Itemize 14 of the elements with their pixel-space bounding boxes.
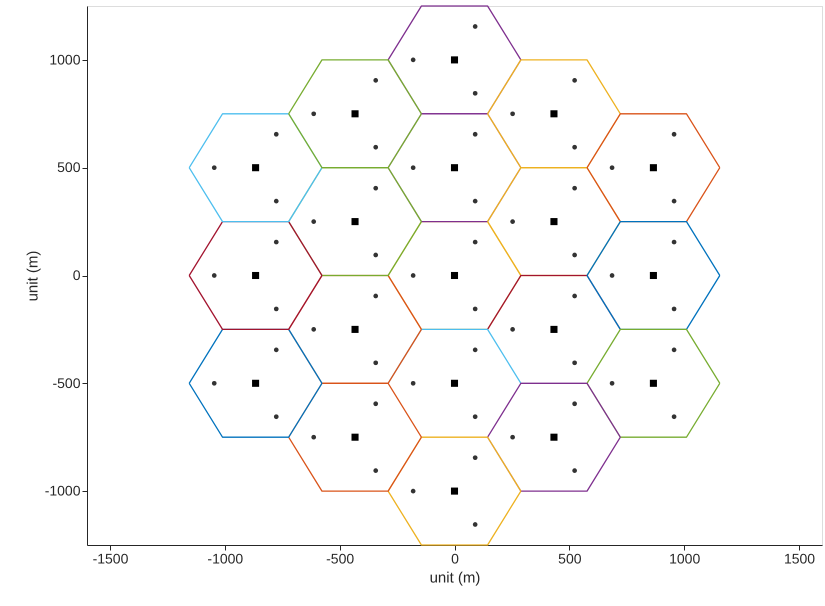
y-tick-label: 1000 — [49, 51, 81, 68]
y-axis-title: unit (m) — [24, 250, 42, 302]
x-tick-label: 1500 — [784, 550, 816, 566]
x-tick-label: -500 — [326, 550, 354, 566]
y-tick-label: -500 — [52, 374, 81, 391]
x-tick-label: 500 — [558, 550, 582, 566]
x-tick-label: -1000 — [207, 550, 244, 566]
x-tick-label: 1000 — [669, 550, 700, 566]
y-tick-label: 500 — [57, 159, 81, 176]
x-tick-label: -1500 — [92, 550, 129, 566]
x-tick-label: 0 — [451, 550, 460, 566]
y-tick-label: 0 — [72, 267, 81, 283]
x-axis-title: unit (m) — [430, 570, 480, 586]
y-tick-label: -1000 — [44, 482, 81, 499]
